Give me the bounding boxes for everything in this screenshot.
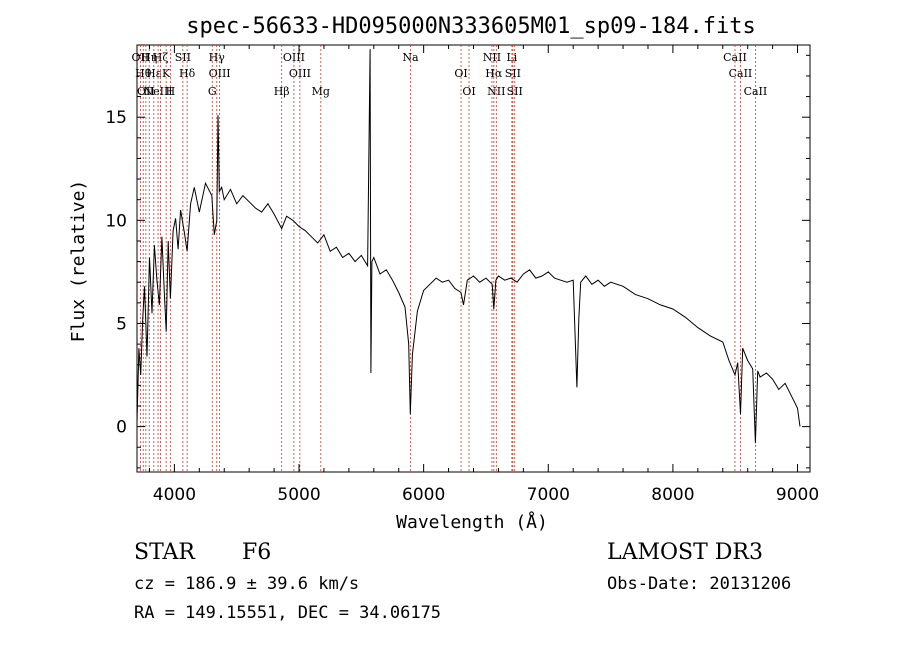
y-tick-label: 15 <box>105 108 127 128</box>
x-tick-label: 4000 <box>153 485 196 505</box>
marker-label: SII <box>505 67 521 80</box>
spectrum-line <box>136 49 801 444</box>
marker-label: Hα <box>485 67 503 80</box>
object-class: STAR <box>134 540 195 565</box>
marker-label: H <box>166 85 176 98</box>
object-subclass: F6 <box>242 540 272 565</box>
marker-label: OIII <box>283 51 305 64</box>
y-axis-label: Flux (relative) <box>68 180 89 343</box>
x-axis-label: Wavelength (Å) <box>396 511 548 533</box>
marker-label: OI <box>454 67 467 80</box>
x-tick-label: 9000 <box>776 485 819 505</box>
marker-label: NII <box>487 85 505 98</box>
marker-label: CaII <box>744 85 768 98</box>
y-tick-label: 10 <box>105 211 127 231</box>
x-axis: 4000 5000 6000 7000 8000 9000 <box>148 45 819 505</box>
marker-label: Mg <box>312 85 330 98</box>
marker-label: K <box>162 67 171 80</box>
marker-label: OII <box>137 85 155 98</box>
marker-label: OI <box>462 85 475 98</box>
marker-label: OII <box>132 51 150 64</box>
y-tick-label: 0 <box>116 418 127 438</box>
marker-label: Hη <box>141 51 157 64</box>
plot-frame <box>136 44 811 473</box>
emission-line-labels: OIIHθOIIHηHεNeIIIHζKHSIIHδGHγOIIIHβOIIIO… <box>132 51 768 98</box>
marker-label: NeIII <box>143 85 172 98</box>
redshift-readout: cz = 186.9 ± 39.6 km/s <box>134 574 360 594</box>
marker-label: Hζ <box>153 51 169 64</box>
marker-label: Hγ <box>209 51 226 64</box>
marker-label: SII <box>507 85 523 98</box>
marker-label: Hδ <box>179 67 196 80</box>
marker-label: G <box>208 85 217 98</box>
marker-label: Hβ <box>274 85 290 98</box>
y-tick-label: 5 <box>116 314 127 334</box>
survey-name: LAMOST DR3 <box>607 540 763 565</box>
x-tick-label: 8000 <box>651 485 694 505</box>
marker-label: CaII <box>723 51 747 64</box>
x-tick-label: 5000 <box>277 485 320 505</box>
marker-label: Hε <box>146 67 162 80</box>
y-axis: 0 5 10 15 <box>105 54 810 469</box>
marker-label: SII <box>175 51 191 64</box>
obs-date: Obs-Date: 20131206 <box>607 574 792 594</box>
emission-line-markers <box>139 45 756 472</box>
marker-label: OIII <box>209 67 231 80</box>
x-tick-label: 6000 <box>402 485 445 505</box>
x-tick-label: 7000 <box>527 485 570 505</box>
spectrum-chart: spec-56633-HD095000N333605M01_sp09-184.f… <box>68 14 819 533</box>
marker-label: Li <box>506 51 517 64</box>
marker-label: NII <box>483 51 501 64</box>
coordinates-readout: RA = 149.15551, DEC = 34.06175 <box>134 603 442 623</box>
marker-label: CaII <box>729 67 753 80</box>
marker-label: Na <box>402 51 419 64</box>
marker-label: OIII <box>289 67 311 80</box>
chart-title: spec-56633-HD095000N333605M01_sp09-184.f… <box>186 14 756 39</box>
marker-label: Hθ <box>135 67 152 80</box>
